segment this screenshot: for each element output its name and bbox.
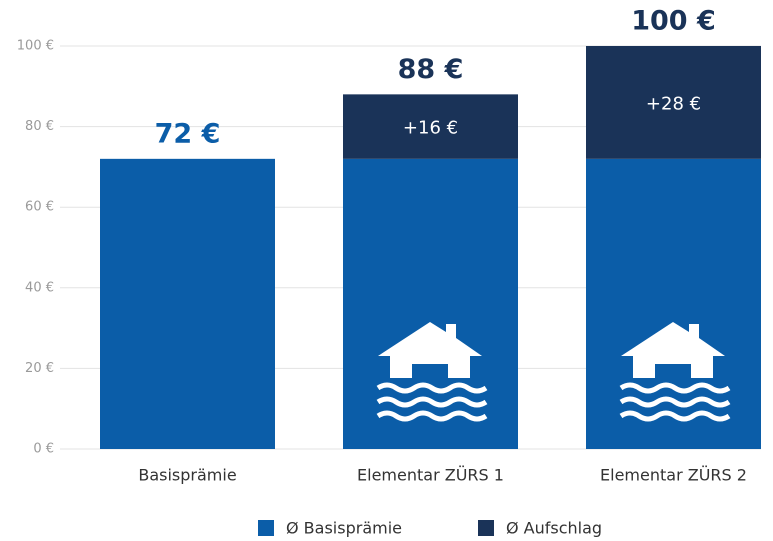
- x-tick-label: Elementar ZÜRS 2: [600, 466, 747, 485]
- segment-label: +28 €: [646, 93, 701, 114]
- y-tick-label: 60 €: [25, 200, 54, 215]
- bars: [100, 46, 761, 449]
- y-tick-label: 80 €: [25, 119, 54, 134]
- legend-label: Ø Basisprämie: [286, 519, 402, 538]
- y-tick-label: 40 €: [25, 280, 54, 295]
- total-label: 100 €: [631, 6, 716, 37]
- bar-segment: [586, 158, 761, 449]
- legend-swatch: [478, 520, 494, 536]
- y-tick-label: 20 €: [25, 361, 54, 376]
- total-label: 72 €: [155, 118, 221, 149]
- labels: 0 € 20 € 40 € 60 € 80 € 100 € Basisprämie 72 € E…: [17, 6, 747, 538]
- legend-label: Ø Aufschlag: [506, 519, 602, 538]
- segment-label: +16 €: [403, 118, 458, 139]
- legend-swatch: [258, 520, 274, 536]
- bar-segment: [100, 158, 275, 449]
- x-tick-label: Basisprämie: [138, 466, 236, 485]
- x-tick-label: Elementar ZÜRS 1: [357, 466, 504, 485]
- bar-segment: [343, 94, 518, 159]
- total-label: 88 €: [398, 54, 464, 85]
- y-tick-label: 100 €: [17, 39, 54, 54]
- bar-segment: [343, 158, 518, 449]
- y-tick-label: 0 €: [33, 442, 54, 457]
- bar-segment: [586, 46, 761, 159]
